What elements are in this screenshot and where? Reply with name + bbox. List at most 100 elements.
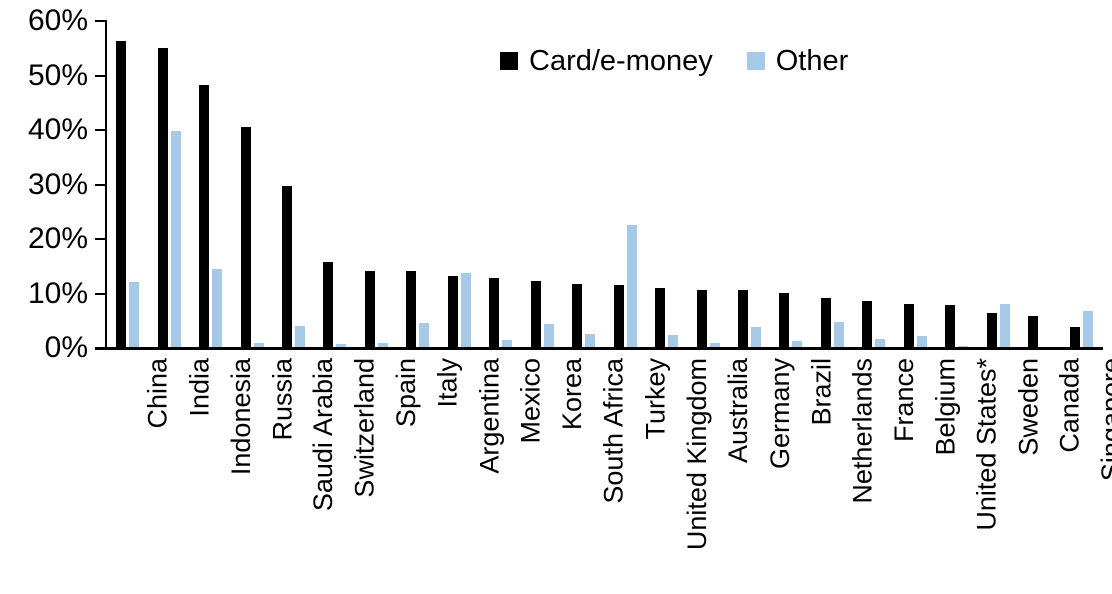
- bar-group-turkey: [604, 21, 645, 348]
- y-tick-label-10: 10%: [27, 276, 88, 310]
- x-label-netherlands: Netherlands: [847, 358, 878, 504]
- x-label-australia: Australia: [723, 358, 754, 464]
- bar-card-e-money-argentina: [447, 276, 458, 348]
- x-label-china: China: [142, 358, 173, 429]
- bar-other-germany: [751, 327, 762, 348]
- bar-group-india: [148, 21, 189, 348]
- bar-other-south-africa: [585, 334, 596, 348]
- y-tick-40: [95, 129, 106, 131]
- plot-area: [107, 21, 1102, 348]
- bar-group-france: [853, 21, 894, 348]
- bar-card-e-money-spain: [364, 271, 375, 348]
- y-tick-label-50: 50%: [27, 58, 88, 92]
- bar-card-e-money-turkey: [613, 285, 624, 348]
- x-label-indonesia: Indonesia: [225, 358, 256, 476]
- bar-group-belgium: [895, 21, 936, 348]
- x-axis-labels: China India Indonesia Russia Saudi Arabia Swi…: [107, 358, 1112, 594]
- bar-card-e-money-saudi-arabia: [282, 186, 293, 348]
- bar-card-e-money-netherlands: [820, 298, 831, 348]
- x-axis-line: [95, 347, 1103, 350]
- x-label-spain: Spain: [391, 358, 422, 428]
- bar-other-russia: [253, 343, 264, 348]
- bar-group-australia: [687, 21, 728, 348]
- bar-group-switzerland: [314, 21, 355, 348]
- bar-group-singapore: [1060, 21, 1101, 348]
- bar-card-e-money-france: [862, 301, 873, 348]
- bar-other-singapore: [1082, 311, 1093, 348]
- bar-group-germany: [729, 21, 770, 348]
- bar-other-australia: [709, 343, 720, 348]
- y-tick-label-0: 0%: [44, 331, 88, 364]
- bar-card-e-money-china: [116, 41, 127, 348]
- bar-other-sweden: [999, 304, 1010, 348]
- bar-group-brazil: [770, 21, 811, 348]
- bar-card-e-money-korea: [530, 281, 541, 348]
- bar-other-brazil: [792, 341, 803, 348]
- x-label-singapore: Singapore: [1096, 358, 1112, 482]
- x-label-saudi-arabia: Saudi Arabia: [308, 358, 339, 512]
- x-label-turkey: Turkey: [640, 358, 671, 440]
- x-label-argentina: Argentina: [474, 358, 505, 474]
- bar-other-italy: [419, 323, 430, 348]
- y-tick-label-20: 20%: [27, 222, 88, 255]
- bar-card-e-money-united-kingdom: [655, 288, 666, 348]
- bar-other-spain: [377, 343, 388, 348]
- bar-other-turkey: [626, 225, 637, 348]
- x-label-belgium: Belgium: [930, 358, 961, 456]
- y-tick-50: [95, 74, 106, 77]
- x-label-sweden: Sweden: [1013, 358, 1044, 456]
- bar-group-argentina: [439, 21, 480, 348]
- bar-group-united-states-: [936, 21, 977, 348]
- bar-group-mexico: [480, 21, 521, 348]
- legend: Card/e-money Other: [500, 46, 848, 76]
- bar-card-e-money-switzerland: [323, 262, 334, 348]
- x-label-italy: Italy: [432, 358, 463, 408]
- y-axis-line: [105, 20, 107, 349]
- y-tick-30: [95, 183, 106, 186]
- bar-card-e-money-australia: [696, 290, 707, 348]
- bar-card-e-money-canada: [1028, 316, 1039, 348]
- bar-card-e-money-indonesia: [199, 85, 210, 348]
- legend-label-other: Other: [775, 45, 849, 77]
- x-label-russia: Russia: [267, 358, 298, 441]
- bar-other-indonesia: [212, 269, 223, 348]
- legend-swatch-other: [746, 52, 765, 70]
- bar-other-argentina: [460, 273, 471, 348]
- bar-card-e-money-germany: [738, 290, 749, 348]
- bar-other-mexico: [502, 340, 513, 348]
- bar-group-south-africa: [563, 21, 604, 348]
- y-tick-60: [95, 20, 106, 22]
- bar-other-india: [170, 131, 181, 348]
- bar-card-e-money-united-states-: [945, 305, 956, 348]
- x-label-brazil: Brazil: [806, 358, 837, 426]
- legend-item-other: Other: [746, 45, 849, 77]
- y-tick-label-30: 30%: [27, 167, 88, 201]
- y-tick-label-40: 40%: [27, 113, 88, 146]
- x-label-germany: Germany: [764, 358, 795, 470]
- bar-group-italy: [397, 21, 438, 348]
- bar-other-united-kingdom: [668, 335, 679, 348]
- bar-other-belgium: [916, 336, 927, 348]
- x-label-france: France: [888, 358, 919, 443]
- x-label-united-states-: United States*: [971, 358, 1002, 531]
- bar-group-saudi-arabia: [273, 21, 314, 348]
- bar-card-e-money-singapore: [1069, 327, 1080, 348]
- bar-other-france: [875, 339, 886, 348]
- bar-group-canada: [1019, 21, 1060, 348]
- bar-other-saudi-arabia: [295, 326, 306, 348]
- bar-card-e-money-brazil: [779, 293, 790, 348]
- x-label-canada: Canada: [1054, 358, 1085, 453]
- bar-group-russia: [231, 21, 272, 348]
- bar-other-china: [129, 282, 140, 348]
- bar-other-netherlands: [833, 322, 844, 348]
- bar-card-e-money-india: [157, 48, 168, 348]
- bar-card-e-money-sweden: [986, 313, 997, 348]
- bar-card-e-money-italy: [406, 271, 417, 348]
- legend-swatch-card-e-money: [500, 52, 518, 70]
- bar-other-switzerland: [336, 344, 347, 348]
- x-label-korea: Korea: [557, 358, 588, 431]
- x-label-south-africa: South Africa: [598, 358, 629, 504]
- x-label-mexico: Mexico: [515, 358, 546, 444]
- y-tick-20: [95, 238, 106, 240]
- y-tick-10: [95, 292, 106, 295]
